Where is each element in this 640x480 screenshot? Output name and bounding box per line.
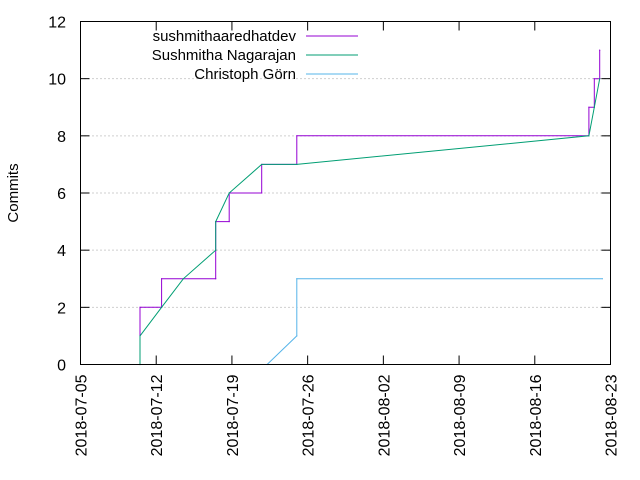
x-tick-label: 2018-08-23: [604, 374, 621, 456]
x-tick-label: 2018-08-09: [452, 374, 469, 456]
data-point-sushmitha-nagarajan: [593, 106, 595, 108]
legend-label: sushmithaaredhatdev: [153, 28, 297, 45]
data-point-sushmitha-nagarajan: [182, 278, 184, 280]
data-point-sushmithaaredhatdev: [261, 192, 263, 194]
data-point-sushmitha-nagarajan: [161, 306, 163, 308]
y-axis-label: Commits: [5, 163, 22, 222]
x-ticks: 2018-07-05 2018-07-12 2018-07-19 2018-07-26…: [74, 21, 621, 456]
data-point-sushmitha-nagarajan: [215, 220, 217, 223]
x-tick-label: 2018-08-02: [376, 374, 393, 456]
y-tick-label: 2: [57, 300, 66, 317]
series-line-christoph-go-rn: [266, 278, 603, 365]
data-point-sushmithaaredhatdev: [228, 220, 230, 223]
series-lines: [139, 49, 603, 366]
data-point-sushmithaaredhatdev: [588, 106, 590, 108]
data-point-sushmithaaredhatdev: [215, 278, 217, 280]
data-point-sushmitha-nagarajan: [139, 335, 141, 337]
series-line-sushmitha-nagarajan: [139, 78, 601, 365]
legend-label: Sushmitha Nagarajan: [152, 47, 296, 64]
data-point-christoph-go-rn: [296, 278, 298, 280]
legend: sushmithaaredhatdev Sushmitha Nagarajan Ch…: [152, 28, 358, 83]
data-point-sushmitha-nagarajan: [215, 249, 217, 251]
data-point-sushmitha-nagarajan: [261, 163, 263, 166]
data-point-christoph-go-rn: [601, 278, 603, 280]
y-tick-label: 4: [57, 243, 66, 260]
grid: [80, 78, 611, 308]
data-point-sushmithaaredhatdev: [139, 306, 141, 308]
data-point-sushmithaaredhatdev: [161, 278, 163, 280]
data-point-sushmithaaredhatdev: [296, 135, 298, 137]
x-tick-label: 2018-07-05: [74, 374, 91, 456]
y-tick-label: 0: [57, 358, 66, 375]
x-tick-label: 2018-07-12: [149, 374, 166, 456]
data-point-sushmitha-nagarajan: [599, 78, 601, 80]
series-line-sushmithaaredhatdev: [139, 50, 601, 365]
data-point-sushmitha-nagarajan: [228, 192, 230, 194]
y-tick-label: 10: [48, 72, 66, 89]
x-tick-label: 2018-08-16: [528, 374, 545, 456]
data-point-sushmithaaredhatdev: [599, 49, 601, 51]
y-ticks: 0 2 4 6 8 10 12: [48, 15, 611, 375]
y-tick-label: 12: [48, 15, 66, 32]
data-point-sushmitha-nagarajan: [296, 163, 298, 166]
data-point-sushmitha-nagarajan: [588, 135, 590, 137]
x-tick-label: 2018-07-19: [225, 374, 242, 456]
y-tick-label: 6: [57, 186, 66, 203]
x-tick-label: 2018-07-26: [301, 374, 318, 456]
y-tick-label: 8: [57, 129, 66, 146]
legend-label: Christoph Görn: [194, 66, 296, 83]
data-point-sushmithaaredhatdev: [593, 78, 595, 80]
data-point-christoph-go-rn: [296, 335, 298, 337]
